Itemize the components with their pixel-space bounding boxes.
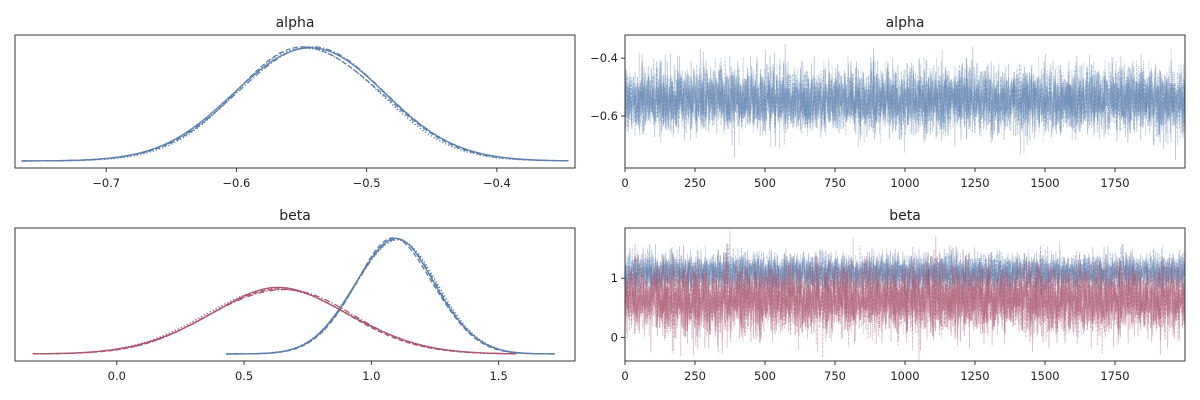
beta-trace-xtick-label: 1500	[1030, 369, 1059, 383]
beta-trace-blue-chain-4	[624, 231, 1186, 305]
alpha-trace-lines	[624, 43, 1186, 160]
beta-trace-red-chain-1	[624, 245, 1186, 354]
beta-trace-xtick-label: 500	[754, 369, 776, 383]
beta-kde-kde-red-chain-2	[32, 288, 517, 355]
alpha-kde-kde-blue-chain-2	[21, 46, 569, 162]
beta-trace-blue-chain-3	[624, 237, 1186, 304]
beta-trace-blue-chain-1	[624, 243, 1186, 302]
alpha-kde-x-axis: −0.7 −0.6 −0.5 −0.4	[92, 168, 511, 190]
beta-trace-xtick-label: 1000	[890, 369, 919, 383]
alpha-trace-axes: −0.6 −0.4 0 250 500 750 1000 1250 1500 1750	[590, 51, 1130, 190]
beta-kde-kde-red-chain-4	[32, 288, 517, 355]
alpha-trace-xtick-label: 1000	[890, 176, 919, 190]
beta-trace-ytick-label: 0	[611, 330, 618, 344]
beta-trace-red-chain-4	[624, 236, 1186, 361]
beta-trace-red-chain-3	[624, 253, 1186, 357]
alpha-kde-title: alpha	[276, 15, 315, 31]
alpha-trace-xtick-label: 1500	[1030, 176, 1059, 190]
beta-trace-axes: 0 1 0 250 500 750 1000 1250 1500 1750	[611, 271, 1130, 383]
beta-kde-x-axis: 0.0 0.5 1.0 1.5	[108, 361, 508, 383]
alpha-kde-kde-blue-chain-1	[21, 47, 569, 162]
alpha-trace-ytick-label: −0.6	[590, 109, 618, 123]
beta-kde-kde-blue-chain-1	[226, 237, 555, 355]
beta-trace-xtick-label: 1750	[1100, 369, 1129, 383]
alpha-kde-panel: alpha −0.7 −0.6 −0.5 −0.4	[14, 15, 576, 190]
alpha-kde-kde-blue-chain-4	[21, 46, 569, 162]
beta-trace-xtick-label: 1250	[960, 369, 989, 383]
beta-trace-panel: beta 0 1 0 250 500 750 1000 1250 1500 1750	[611, 208, 1186, 383]
alpha-trace-ytick-label: −0.4	[590, 51, 618, 65]
beta-trace-xtick-label: 0	[621, 369, 628, 383]
beta-trace-title: beta	[889, 208, 921, 224]
beta-trace-red-chain-2	[624, 243, 1186, 358]
beta-trace-blue-chain-2	[624, 244, 1186, 314]
alpha-trace-blue-chain-3	[624, 47, 1186, 153]
alpha-kde-xtick-label: −0.7	[92, 176, 120, 190]
beta-kde-kde-blue-chain-4	[226, 238, 555, 355]
alpha-kde-frame	[14, 34, 576, 169]
beta-trace-lines	[624, 231, 1186, 361]
beta-kde-frame	[14, 227, 576, 362]
alpha-kde-xtick-label: −0.5	[353, 176, 381, 190]
beta-kde-title: beta	[279, 208, 311, 224]
beta-trace-xtick-label: 750	[824, 369, 846, 383]
alpha-trace-xtick-label: 1750	[1100, 176, 1129, 190]
alpha-trace-title: alpha	[886, 15, 925, 31]
beta-kde-kde-blue-chain-3	[226, 239, 555, 355]
alpha-trace-blue-chain-1	[624, 43, 1186, 160]
beta-kde-xtick-label: 0.0	[108, 369, 126, 383]
alpha-kde-xtick-label: −0.6	[222, 176, 250, 190]
alpha-trace-xtick-label: 250	[684, 176, 706, 190]
alpha-trace-blue-chain-2	[624, 48, 1186, 146]
alpha-trace-blue-chain-4	[624, 47, 1186, 158]
beta-kde-xtick-label: 0.5	[235, 369, 253, 383]
beta-trace-xtick-label: 250	[684, 369, 706, 383]
beta-kde-xtick-label: 1.0	[362, 369, 380, 383]
beta-kde-panel: beta 0.0 0.5 1.0 1.5	[14, 208, 576, 383]
alpha-kde-curves	[21, 46, 569, 162]
alpha-trace-xtick-label: 1250	[960, 176, 989, 190]
beta-kde-kde-blue-chain-2	[226, 237, 555, 355]
alpha-kde-kde-blue-chain-3	[21, 47, 569, 162]
beta-kde-kde-red-chain-3	[32, 288, 517, 355]
alpha-trace-xtick-label: 750	[824, 176, 846, 190]
beta-kde-xtick-label: 1.5	[489, 369, 507, 383]
alpha-trace-xtick-label: 500	[754, 176, 776, 190]
alpha-trace-xtick-label: 0	[621, 176, 628, 190]
beta-kde-curves	[32, 237, 555, 355]
alpha-kde-xtick-label: −0.4	[483, 176, 511, 190]
beta-trace-ytick-label: 1	[611, 271, 618, 285]
alpha-trace-panel: alpha −0.6 −0.4 0 250 500 750 1000 1250 1500 1750	[590, 15, 1186, 190]
